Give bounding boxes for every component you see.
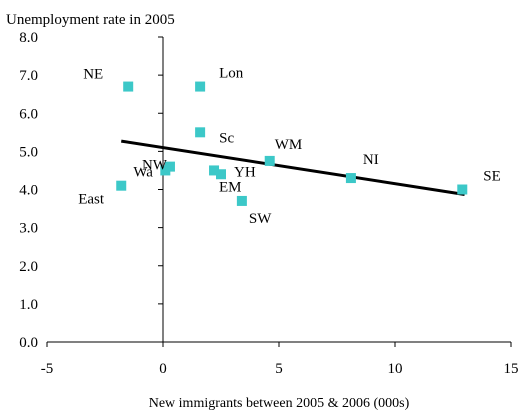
x-tick-labels: -5 0 5 10 15 [41, 361, 518, 377]
point-label-ne: NE [83, 67, 103, 83]
y-tick-label: 5.0 [19, 144, 38, 160]
point-yh [209, 165, 220, 176]
x-tick-label: 0 [159, 361, 167, 377]
point-label-wa: Wa [133, 164, 153, 180]
point-wm [264, 155, 275, 166]
x-tick-label: 15 [504, 361, 518, 377]
point-ni [345, 173, 356, 184]
y-tick-labels: 0.0 1.0 2.0 3.0 4.0 5.0 6.0 7.0 8.0 [19, 30, 38, 351]
x-tick-label: 5 [275, 361, 283, 377]
x-axis-title: New immigrants between 2005 & 2006 (000s… [149, 396, 410, 411]
y-tick-label: 0.0 [19, 335, 38, 351]
point-label-nw: NW [142, 158, 168, 174]
x-tick-label: -5 [41, 361, 54, 377]
data-points [116, 81, 468, 206]
point-label-wm: WM [275, 137, 303, 153]
trendline-group [121, 139, 465, 196]
point-label-sw: SW [249, 211, 272, 227]
y-tick-label: 3.0 [19, 221, 38, 237]
y-tick-label: 4.0 [19, 183, 38, 199]
y-tick-label: 7.0 [19, 68, 38, 84]
point-se [457, 184, 468, 195]
point-wa [160, 165, 171, 176]
point-label-east: East [78, 192, 105, 208]
point-ne [123, 81, 134, 92]
y-axis-title: Unemployment rate in 2005 [6, 12, 175, 28]
point-label-em: EM [219, 179, 242, 195]
point-em [216, 169, 226, 180]
point-sw [236, 195, 247, 206]
point-label-se: SE [483, 169, 501, 185]
y-tick-label: 1.0 [19, 297, 38, 313]
axes [46, 36, 512, 347]
point-label-lon: Lon [219, 66, 244, 82]
y-tick-label: 6.0 [19, 106, 38, 122]
point-lon [195, 81, 206, 92]
y-tick-label: 8.0 [19, 30, 38, 46]
point-sc [195, 127, 206, 138]
y-tick-label: 2.0 [19, 259, 38, 275]
trendline [121, 139, 465, 196]
point-label-sc: Sc [219, 130, 234, 146]
x-tick-label: 10 [388, 361, 403, 377]
point-east [116, 180, 127, 191]
point-label-yh: YH [234, 164, 256, 180]
point-label-ni: NI [363, 152, 379, 168]
